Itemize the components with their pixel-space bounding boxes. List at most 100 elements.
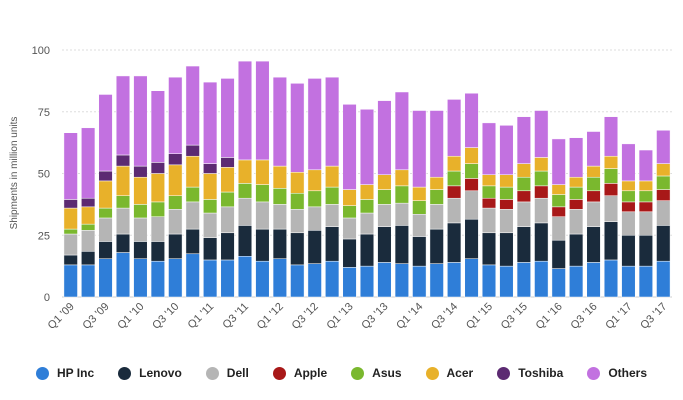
legend-item-apple[interactable]: Apple xyxy=(272,366,328,380)
x-tick-label: Q3 '14 xyxy=(429,301,460,332)
bar-segment-acer xyxy=(220,167,235,193)
bar-segment-acer xyxy=(656,163,671,177)
bar-segment-toshiba xyxy=(220,157,235,168)
bar-segment-dell xyxy=(516,201,531,227)
legend-label: Apple xyxy=(293,366,328,380)
bar-segment-dell xyxy=(394,202,409,226)
bar-segment-lenovo xyxy=(377,226,392,263)
bar-segment-asus xyxy=(220,191,235,208)
legend-item-hp-inc[interactable]: HP Inc xyxy=(36,366,94,380)
bar-segment-dell xyxy=(272,204,287,230)
bar-segment-dell xyxy=(150,216,165,242)
bar-segment-dell xyxy=(534,197,549,224)
bar-segment-others xyxy=(412,110,427,188)
bar-segment-hp-inc xyxy=(203,259,218,298)
legend-item-dell[interactable]: Dell xyxy=(205,366,249,380)
bar-segment-lenovo xyxy=(516,226,531,263)
legend-item-acer[interactable]: Acer xyxy=(425,366,473,380)
bar-segment-lenovo xyxy=(290,232,305,266)
bar-segment-acer xyxy=(150,173,165,203)
bar-segment-hp-inc xyxy=(342,267,357,298)
bar-segment-asus xyxy=(290,193,305,210)
bar-segment-acer xyxy=(307,169,322,192)
bar-segment-acer xyxy=(534,157,549,172)
bar-segment-hp-inc xyxy=(481,264,497,298)
bar-segment-asus xyxy=(447,170,462,187)
bar-segment-toshiba xyxy=(115,154,131,167)
bar-segment-lenovo xyxy=(359,233,375,267)
bar-segment-toshiba xyxy=(150,162,165,174)
bar-segment-dell xyxy=(481,207,497,234)
bar-segment-hp-inc xyxy=(255,260,270,298)
x-tick-label: Q3 '11 xyxy=(221,301,252,332)
bar-segment-hp-inc xyxy=(325,260,340,298)
x-tick-label: Q1 '15 xyxy=(464,301,495,332)
legend-marker-icon xyxy=(36,366,49,380)
bar-segment-apple xyxy=(534,185,549,199)
x-tick-label: Q3 '17 xyxy=(638,301,669,332)
bar-segment-asus xyxy=(115,195,131,209)
bar-segment-asus xyxy=(569,186,584,200)
bar-segment-hp-inc xyxy=(551,268,566,298)
bar-segment-dell xyxy=(342,217,357,240)
bar-segment-lenovo xyxy=(98,241,113,259)
legend-item-asus[interactable]: Asus xyxy=(351,366,402,380)
bar-segment-asus xyxy=(499,186,514,200)
bar-segment-hp-inc xyxy=(656,260,671,298)
bar-segment-others xyxy=(133,75,148,167)
legend-label: Dell xyxy=(226,366,249,380)
bar-segment-apple xyxy=(603,183,619,196)
bar-segment-asus xyxy=(81,223,96,231)
legend-item-toshiba[interactable]: Toshiba xyxy=(497,366,563,380)
bar-segment-acer xyxy=(81,206,96,225)
bar-segment-lenovo xyxy=(569,233,584,267)
bar-segment-others xyxy=(569,137,584,178)
legend-label: HP Inc xyxy=(57,366,95,380)
x-tick-label: Q1 '10 xyxy=(115,301,146,332)
bar-segment-lenovo xyxy=(115,233,131,253)
bar-segment-lenovo xyxy=(464,218,479,259)
bar-segment-lenovo xyxy=(307,230,322,264)
legend-label: Toshiba xyxy=(518,366,564,380)
legend-marker-icon xyxy=(497,366,511,380)
bar-segment-others xyxy=(638,149,653,182)
bar-segment-lenovo xyxy=(429,228,444,264)
bar-segment-apple xyxy=(551,206,566,217)
legend-item-others[interactable]: Others xyxy=(587,366,647,380)
bar-segment-dell xyxy=(307,206,322,231)
bar-segment-asus xyxy=(516,176,531,192)
bar-segment-others xyxy=(464,92,479,148)
x-axis-ticks: Q1 '09 Q3 '09 Q1 '10 Q3 '10 Q1 '11 Q3 '11 Q1 '… xyxy=(46,301,670,332)
bar-segment-apple xyxy=(656,189,671,201)
legend-item-lenovo[interactable]: Lenovo xyxy=(118,366,182,380)
legend-label: Others xyxy=(608,366,647,380)
bar-segment-acer xyxy=(342,189,357,206)
bar-segment-acer xyxy=(394,169,409,187)
bar-segment-asus xyxy=(377,189,392,205)
bar-segment-acer xyxy=(516,163,531,178)
bar-segment-acer xyxy=(412,186,427,201)
bar-segment-lenovo xyxy=(499,232,514,267)
bar-segment-hp-inc xyxy=(359,265,375,298)
bar-segment-acer xyxy=(429,176,444,190)
bar-segment-hp-inc xyxy=(150,260,165,298)
bar-segment-dell xyxy=(447,197,462,224)
legend-marker-icon xyxy=(351,366,365,380)
bar-segment-toshiba xyxy=(203,163,218,174)
bar-segment-asus xyxy=(534,170,549,187)
bar-segment-dell xyxy=(255,201,270,230)
x-tick-label: Q3 '12 xyxy=(290,301,321,332)
bar-segment-hp-inc xyxy=(81,264,96,298)
bar-segment-dell xyxy=(551,216,566,241)
bar-segment-others xyxy=(447,99,462,157)
bar-segment-asus xyxy=(272,188,287,205)
bar-segment-apple xyxy=(586,190,601,203)
bar-segment-others xyxy=(115,75,131,156)
bar-segment-lenovo xyxy=(133,241,148,259)
bar-segment-toshiba xyxy=(133,165,148,178)
legend-marker-icon xyxy=(272,366,286,380)
bar-segment-dell xyxy=(63,233,78,256)
bar-segment-asus xyxy=(394,185,409,204)
bar-segment-others xyxy=(516,116,531,164)
x-tick-label: Q1 '11 xyxy=(186,301,217,332)
